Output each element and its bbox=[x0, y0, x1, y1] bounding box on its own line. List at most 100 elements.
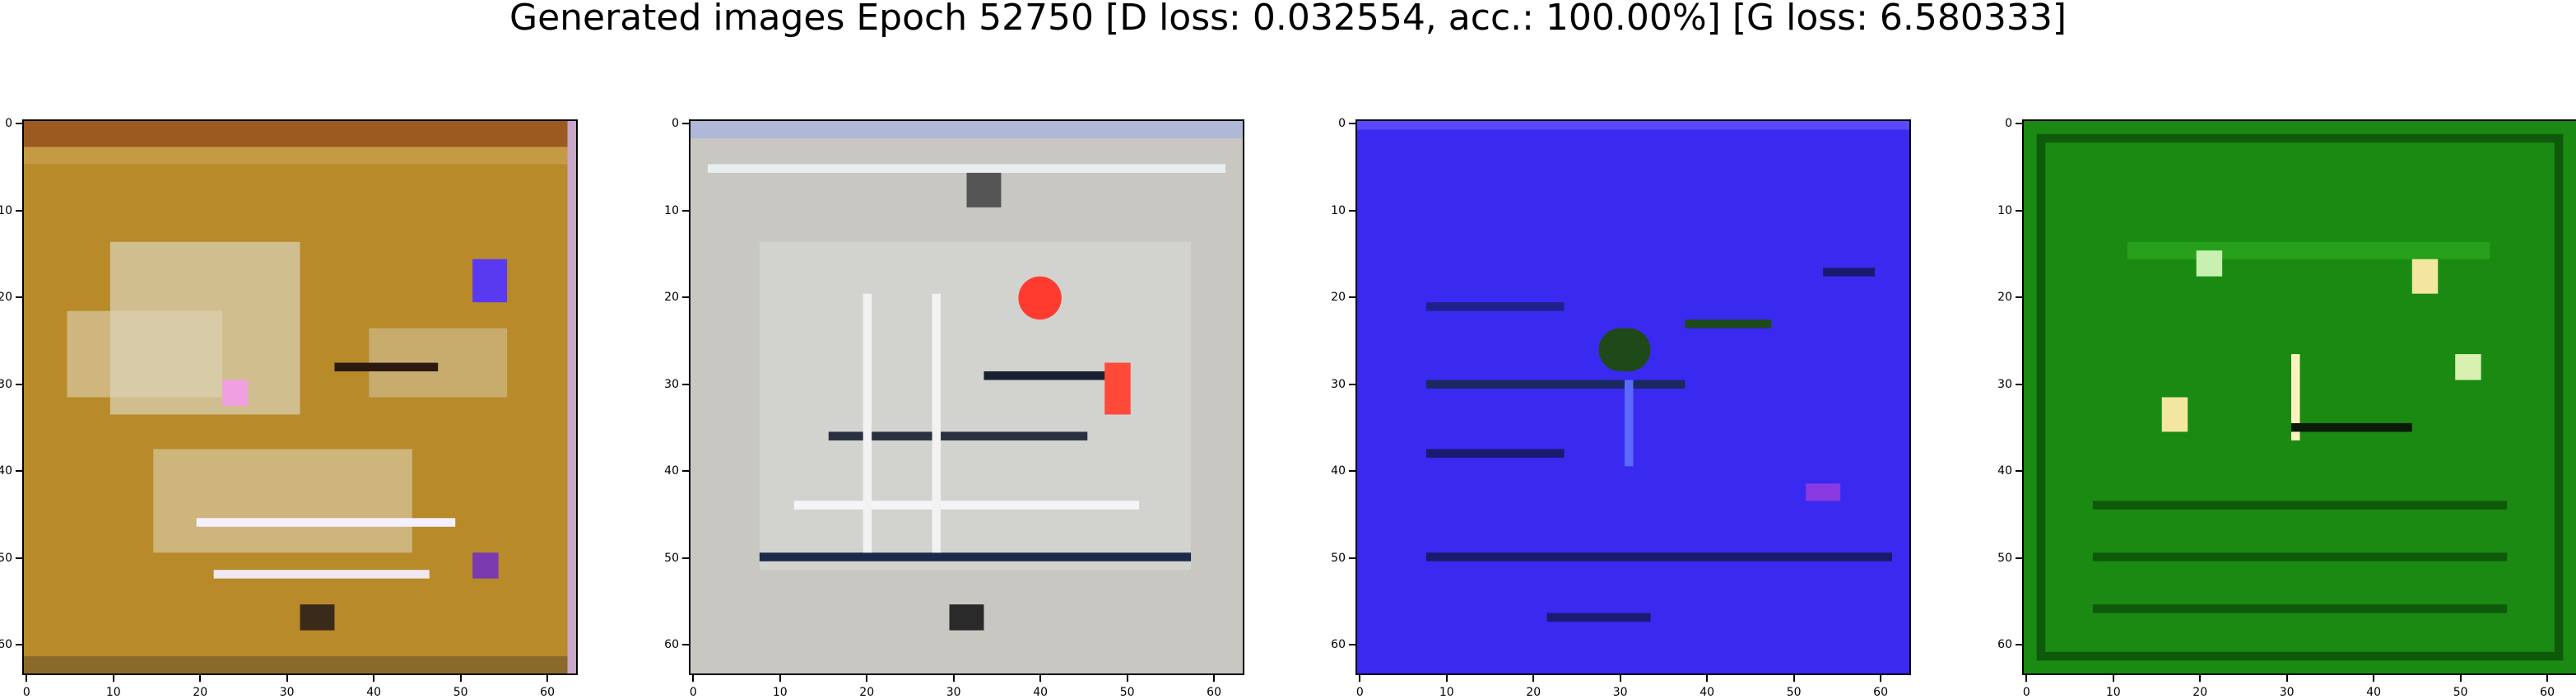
x-tick-label: 60 bbox=[2540, 686, 2555, 699]
x-tick-label: 40 bbox=[366, 686, 382, 699]
x-tick-label: 20 bbox=[859, 686, 875, 699]
y-tick bbox=[16, 296, 22, 299]
y-tick-label: 40 bbox=[664, 464, 679, 478]
x-tick-label: 30 bbox=[279, 686, 295, 699]
y-tick-label: 0 bbox=[672, 117, 679, 131]
x-tick-label: 60 bbox=[540, 686, 555, 699]
y-tick bbox=[16, 644, 22, 646]
y-tick bbox=[682, 557, 689, 559]
x-tick-label: 40 bbox=[2366, 686, 2382, 699]
x-tick bbox=[2546, 675, 2549, 682]
y-tick-label: 50 bbox=[664, 551, 679, 565]
x-tick bbox=[1445, 675, 1448, 682]
y-tick-label: 40 bbox=[0, 464, 12, 478]
y-tick-label: 0 bbox=[1338, 117, 1346, 131]
y-tick bbox=[16, 470, 22, 473]
x-tick bbox=[2285, 675, 2288, 682]
y-tick-label: 0 bbox=[5, 117, 12, 131]
y-tick-label: 20 bbox=[0, 291, 12, 305]
x-tick-label: 20 bbox=[1526, 686, 1541, 699]
x-tick bbox=[546, 675, 549, 682]
y-tick-label: 10 bbox=[1331, 203, 1346, 217]
x-tick-label: 40 bbox=[1033, 686, 1049, 699]
y-tick-label: 60 bbox=[664, 638, 679, 652]
y-tick-label: 50 bbox=[0, 551, 12, 565]
x-tick bbox=[2199, 675, 2202, 682]
image-panel-2: 0 10 20 30 40 50 60 0 10 20 30 40 50 60 bbox=[664, 118, 1244, 698]
x-tick-label: 50 bbox=[1786, 686, 1802, 699]
x-tick-label: 0 bbox=[2022, 686, 2030, 699]
y-tick bbox=[682, 123, 689, 125]
x-tick-label: 10 bbox=[2105, 686, 2121, 699]
x-tick-label: 20 bbox=[193, 686, 208, 699]
generated-image-4 bbox=[2022, 119, 2576, 675]
x-tick bbox=[779, 675, 781, 682]
x-tick-label: 0 bbox=[22, 686, 30, 699]
y-tick-label: 20 bbox=[664, 291, 679, 305]
x-tick-label: 50 bbox=[2453, 686, 2468, 699]
generated-image-2 bbox=[689, 119, 1244, 675]
y-tick bbox=[682, 209, 689, 212]
y-tick-label: 0 bbox=[2005, 117, 2012, 131]
y-tick bbox=[2016, 296, 2022, 299]
x-tick-label: 30 bbox=[946, 686, 961, 699]
x-tick bbox=[112, 675, 114, 682]
generated-image-1 bbox=[22, 119, 578, 675]
x-tick-label: 0 bbox=[1355, 686, 1364, 699]
y-tick bbox=[1349, 383, 1355, 385]
x-tick-label: 10 bbox=[1439, 686, 1454, 699]
x-tick bbox=[2112, 675, 2114, 682]
y-tick bbox=[682, 383, 689, 385]
x-tick-label: 60 bbox=[1873, 686, 1888, 699]
y-tick-label: 10 bbox=[664, 203, 679, 217]
x-tick-label: 10 bbox=[105, 686, 121, 699]
x-tick-label: 40 bbox=[1700, 686, 1715, 699]
y-tick bbox=[2016, 383, 2022, 385]
x-tick bbox=[1039, 675, 1042, 682]
y-tick bbox=[2016, 470, 2022, 473]
x-tick bbox=[692, 675, 695, 682]
y-tick-label: 30 bbox=[0, 377, 12, 391]
y-tick bbox=[16, 383, 22, 385]
y-tick bbox=[1349, 470, 1355, 473]
x-tick bbox=[286, 675, 288, 682]
x-tick bbox=[952, 675, 955, 682]
y-tick bbox=[682, 644, 689, 646]
y-tick bbox=[682, 470, 689, 473]
x-tick bbox=[1532, 675, 1535, 682]
y-tick-label: 50 bbox=[1997, 551, 2012, 565]
x-tick bbox=[26, 675, 28, 682]
x-tick bbox=[2459, 675, 2462, 682]
y-tick-label: 40 bbox=[1331, 464, 1346, 478]
y-tick-label: 40 bbox=[1997, 464, 2012, 478]
generated-image-3 bbox=[1355, 119, 1911, 675]
x-tick-label: 50 bbox=[1119, 686, 1135, 699]
x-tick-label: 50 bbox=[453, 686, 468, 699]
y-tick-label: 30 bbox=[1997, 377, 2012, 391]
y-tick bbox=[16, 123, 22, 125]
y-tick-label: 20 bbox=[1331, 291, 1346, 305]
y-tick-label: 60 bbox=[1331, 638, 1346, 652]
x-tick-label: 10 bbox=[772, 686, 788, 699]
x-tick-label: 30 bbox=[1612, 686, 1628, 699]
x-tick bbox=[2025, 675, 2028, 682]
y-tick-label: 10 bbox=[0, 203, 12, 217]
x-tick-label: 20 bbox=[2192, 686, 2208, 699]
x-tick bbox=[1213, 675, 1216, 682]
y-tick bbox=[1349, 209, 1355, 212]
y-tick bbox=[1349, 123, 1355, 125]
y-tick bbox=[16, 557, 22, 559]
y-tick bbox=[1349, 644, 1355, 646]
x-tick-label: 30 bbox=[2279, 686, 2295, 699]
x-tick bbox=[199, 675, 202, 682]
y-tick bbox=[16, 209, 22, 212]
x-tick bbox=[373, 675, 375, 682]
x-tick bbox=[1359, 675, 1361, 682]
x-tick bbox=[459, 675, 462, 682]
y-tick-label: 50 bbox=[1331, 551, 1346, 565]
x-tick-label: 60 bbox=[1207, 686, 1221, 699]
y-tick-label: 60 bbox=[0, 638, 12, 652]
x-tick bbox=[1793, 675, 1795, 682]
y-tick bbox=[2016, 123, 2022, 125]
y-tick bbox=[2016, 209, 2022, 212]
